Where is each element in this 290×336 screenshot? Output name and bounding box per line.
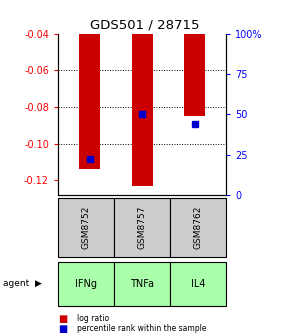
Bar: [184, 34, 205, 116]
Bar: [79, 34, 100, 169]
Text: percentile rank within the sample: percentile rank within the sample: [77, 324, 206, 333]
Text: ■: ■: [58, 324, 67, 334]
Text: TNFa: TNFa: [130, 279, 154, 289]
Text: IFNg: IFNg: [75, 279, 97, 289]
Text: ■: ■: [58, 313, 67, 324]
Text: agent  ▶: agent ▶: [3, 280, 42, 288]
Text: log ratio: log ratio: [77, 314, 109, 323]
Text: GDS501 / 28715: GDS501 / 28715: [90, 18, 200, 32]
Bar: [132, 34, 153, 186]
Text: GSM8762: GSM8762: [194, 206, 203, 249]
Text: GSM8752: GSM8752: [81, 206, 90, 249]
Text: GSM8757: GSM8757: [137, 206, 147, 249]
Text: IL4: IL4: [191, 279, 205, 289]
